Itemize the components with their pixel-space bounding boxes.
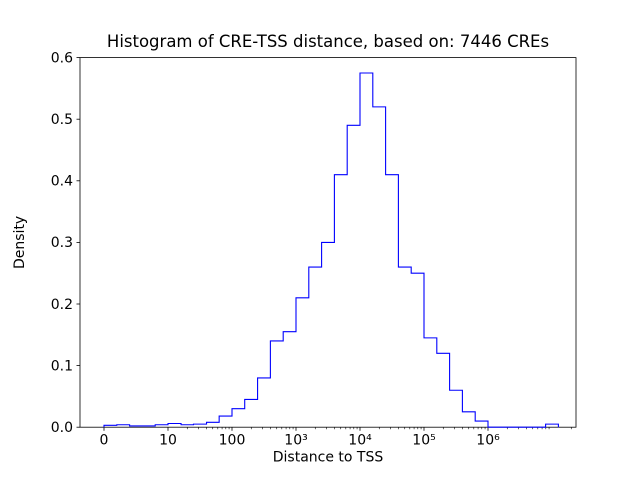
y-tick-label: 0.0	[51, 420, 73, 436]
y-tick-label: 0.6	[51, 50, 73, 66]
y-tick-label: 0.4	[51, 174, 73, 190]
x-tick-label: 0	[100, 433, 109, 449]
x-tick-label: 10⁴	[348, 433, 372, 449]
y-tick-label: 0.5	[51, 112, 73, 128]
x-tick-label: 10	[159, 433, 177, 449]
plot-area: 0.0 0.1 0.2 0.3 0.4 0.5 0.6 0 10 100 10³ 10⁴ 10⁵ 10⁶	[51, 50, 577, 449]
chart-title: Histogram of CRE-TSS distance, based on:…	[107, 32, 549, 51]
y-axis-label: Density	[12, 216, 28, 269]
x-tick-label: 10⁶	[476, 433, 500, 449]
x-tick-label: 10³	[284, 433, 307, 449]
y-tick-label: 0.2	[51, 297, 73, 313]
x-axis-label: Distance to TSS	[273, 450, 384, 466]
histogram-step-line	[103, 72, 559, 428]
x-tick-label: 100	[219, 433, 246, 449]
y-tick-label: 0.3	[51, 235, 73, 251]
y-tick-label: 0.1	[51, 358, 73, 374]
x-tick-label: 10⁵	[412, 433, 435, 449]
